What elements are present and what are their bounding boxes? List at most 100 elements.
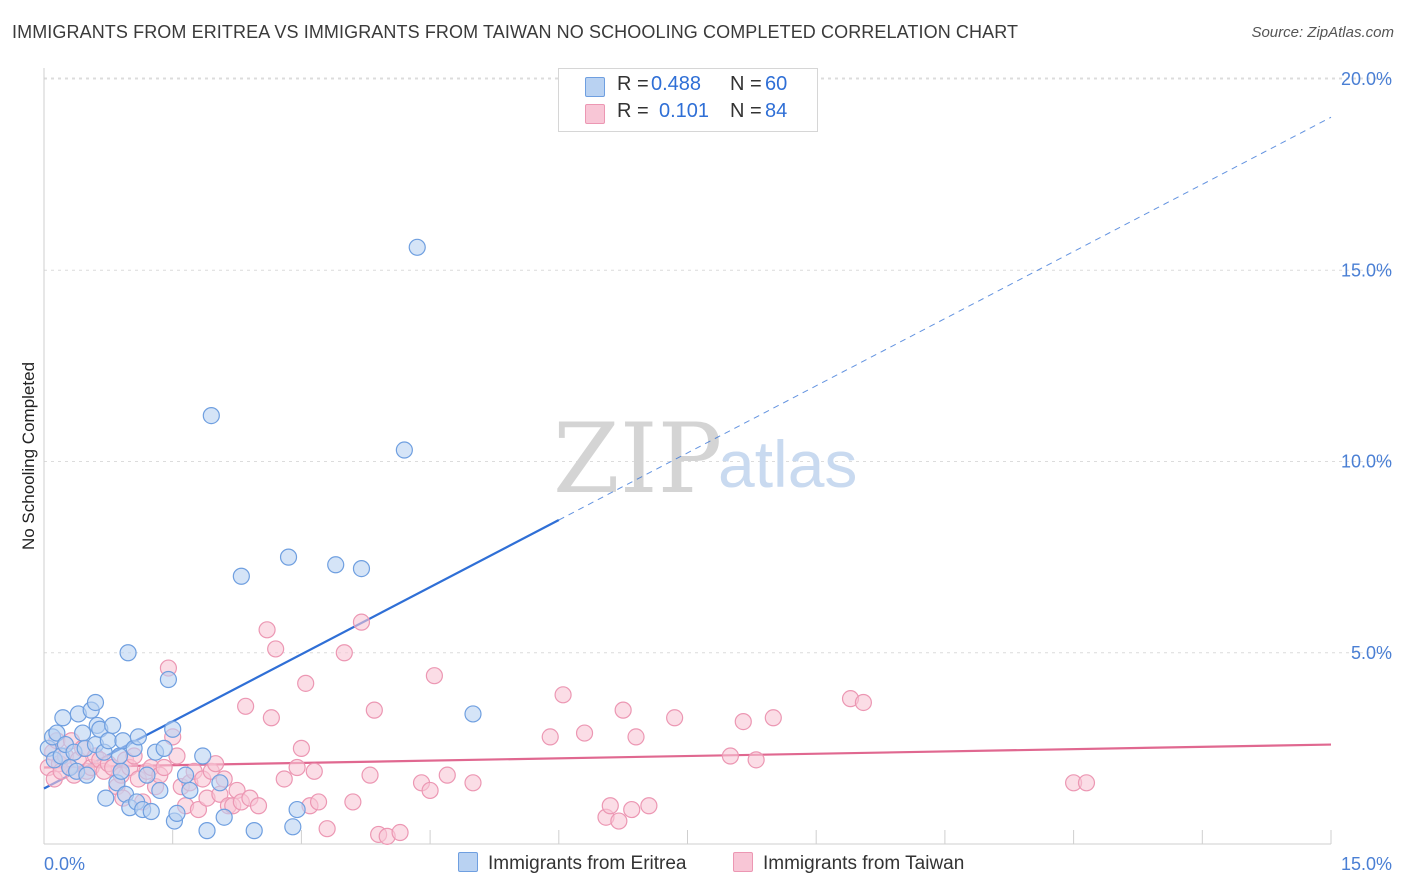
taiwan-point — [425, 667, 443, 685]
trend-lines — [43, 116, 1332, 790]
taiwan-point — [854, 693, 872, 712]
taiwan-point — [335, 644, 353, 662]
eritrea-point — [112, 762, 130, 780]
eritrea-point — [48, 724, 66, 742]
correlation-legend: R = 0.488 N = 60 R = 0.101 N = 84 — [558, 68, 818, 132]
eritrea-point — [155, 739, 173, 757]
eritrea-point — [97, 789, 115, 807]
taiwan-swatch — [585, 104, 605, 124]
taiwan-point — [610, 812, 628, 830]
eritrea-point — [138, 766, 156, 784]
taiwan-point — [614, 701, 632, 719]
eritrea-point — [54, 709, 72, 727]
eritrea-point — [232, 567, 250, 585]
eritrea-point — [352, 559, 371, 578]
eritrea-point — [104, 716, 122, 735]
eritrea-point — [327, 556, 345, 574]
eritrea-point — [198, 822, 216, 840]
eritrea-point — [194, 747, 212, 765]
eritrea-swatch — [585, 77, 605, 97]
eritrea-point — [284, 818, 302, 836]
taiwan-point — [421, 781, 439, 800]
taiwan-point — [627, 728, 645, 746]
taiwan-point — [361, 766, 379, 784]
data-points — [39, 238, 1096, 845]
taiwan-point — [464, 774, 482, 792]
tick-labels: 5.0% 10.0% 15.0% 20.0% 0.0% 15.0% — [44, 69, 1392, 874]
eritrea-point — [288, 800, 306, 819]
eritrea-legend-label: Immigrants from Eritrea — [488, 853, 687, 874]
taiwan-point — [262, 709, 280, 727]
y-tick-label: 10.0% — [1341, 452, 1392, 472]
x-tick-label: 0.0% — [44, 854, 85, 874]
eritrea-point — [110, 747, 129, 765]
legend-n-label: N = — [730, 73, 762, 95]
eritrea-point — [74, 724, 92, 742]
taiwan-point — [601, 797, 619, 815]
taiwan-point — [305, 762, 323, 780]
y-tick-label: 20.0% — [1341, 69, 1392, 89]
taiwan-point — [623, 800, 641, 819]
watermark: ZIP atlas — [553, 403, 857, 515]
eritrea-point — [202, 407, 220, 425]
legend-r-value: 0.488 — [651, 73, 702, 95]
taiwan-point — [541, 728, 559, 746]
eritrea-point — [86, 693, 105, 712]
taiwan-legend-label: Immigrants from Taiwan — [763, 853, 965, 874]
eritrea-point — [129, 728, 147, 746]
taiwan-point — [155, 758, 173, 777]
eritrea-point — [151, 781, 169, 800]
x-tick-label: 15.0% — [1341, 854, 1392, 874]
taiwan-point — [554, 686, 572, 704]
watermark-atlas: atlas — [718, 427, 857, 501]
eritrea-point — [215, 808, 233, 826]
taiwan-point — [344, 793, 362, 811]
taiwan-point — [267, 640, 285, 658]
gridlines — [44, 77, 1392, 654]
legend-n-value: 60 — [765, 73, 788, 95]
taiwan-point — [438, 766, 456, 784]
eritrea-point — [168, 804, 186, 823]
taiwan-point — [352, 613, 371, 631]
taiwan-point — [275, 770, 293, 788]
eritrea-point — [142, 802, 160, 821]
taiwan-point — [237, 697, 255, 715]
taiwan-point — [309, 793, 328, 811]
eritrea-point — [279, 548, 298, 566]
y-tick-label: 15.0% — [1341, 260, 1392, 280]
taiwan-point — [168, 747, 186, 765]
taiwan-point — [288, 758, 306, 777]
taiwan-point — [207, 755, 225, 773]
taiwan-point — [391, 823, 409, 842]
eritrea-point — [78, 766, 96, 784]
bottom-legend-eritrea: Immigrants from Eritrea — [458, 852, 686, 875]
y-axis-label: No Schooling Completed — [19, 362, 38, 550]
taiwan-point — [666, 709, 684, 727]
eritrea-point — [159, 670, 178, 689]
taiwan-point — [297, 674, 315, 692]
eritrea-point — [119, 644, 137, 662]
legend-n-label: N = — [730, 100, 762, 122]
taiwan-point — [365, 701, 383, 719]
taiwan-point — [734, 712, 752, 731]
taiwan-point — [640, 797, 658, 815]
legend-r-value: 0.101 — [659, 100, 710, 122]
taiwan-point — [575, 724, 594, 742]
taiwan-point — [249, 797, 268, 815]
eritrea-point — [464, 705, 482, 723]
taiwan-trend-line — [43, 743, 1332, 769]
taiwan-point — [764, 709, 782, 727]
eritrea-point — [245, 822, 263, 840]
watermark-zip: ZIP — [553, 403, 722, 515]
taiwan-point — [258, 621, 276, 639]
chart-title: IMMIGRANTS FROM ERITREA VS IMMIGRANTS FR… — [12, 22, 1019, 42]
eritrea-trend-extension — [558, 116, 1332, 521]
eritrea-legend-swatch — [458, 852, 478, 872]
source-credit: Source: ZipAtlas.com — [1251, 24, 1394, 41]
taiwan-point — [721, 747, 740, 765]
axes — [43, 68, 1332, 845]
bottom-legend-taiwan: Immigrants from Taiwan — [733, 852, 964, 875]
eritrea-point — [211, 774, 229, 792]
taiwan-point — [189, 800, 208, 819]
